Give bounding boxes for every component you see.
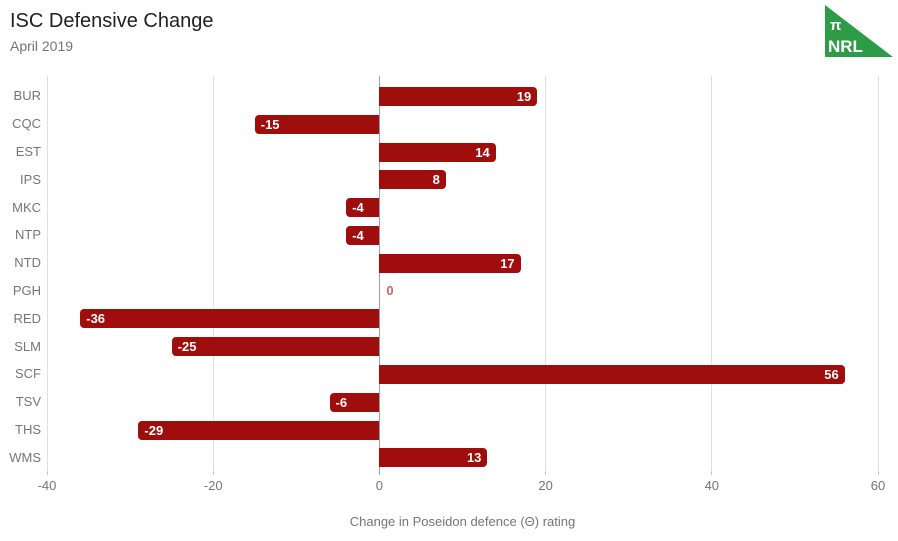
category-label-ntd: NTD: [14, 255, 41, 271]
category-label-scf: SCF: [15, 366, 41, 382]
bar-ntp[interactable]: -4: [346, 225, 380, 245]
category-label-ntp: NTP: [15, 227, 41, 243]
axis-tick-mark: [711, 471, 713, 475]
bar-value-label: -6: [335, 394, 348, 410]
x-axis-title: Change in Poseidon defence (Θ) rating: [349, 514, 576, 529]
bar-slm[interactable]: -25: [171, 337, 380, 357]
bar-cqc[interactable]: -15: [254, 114, 380, 134]
bar-tsv[interactable]: -6: [329, 392, 380, 412]
axis-tick-mark: [46, 471, 48, 475]
bar-red[interactable]: -36: [80, 309, 380, 329]
category-label-est: EST: [15, 144, 41, 159]
logo-triangle: [825, 5, 893, 57]
x-tick-label: 0: [375, 478, 383, 493]
bar-ths[interactable]: -29: [138, 420, 380, 440]
logo-pi-text: π: [830, 17, 842, 34]
category-label-cqc: CQC: [12, 116, 41, 132]
bar-value-label: -4: [352, 200, 364, 216]
x-tick-label: -40: [37, 478, 57, 493]
bar-ips[interactable]: 8: [379, 170, 446, 190]
bar-value-label: -15: [260, 116, 280, 132]
bar-value-label: -29: [144, 422, 164, 438]
axis-tick-mark: [212, 471, 214, 475]
category-label-slm: SLM: [14, 338, 41, 354]
bar-est[interactable]: 14: [379, 142, 496, 162]
x-tick-label: 20: [538, 478, 553, 493]
bar-scf[interactable]: 56: [379, 364, 845, 384]
logo-nrl-text: NRL: [828, 37, 863, 56]
bar-wms[interactable]: 13: [379, 448, 488, 468]
gridline: [545, 76, 547, 471]
bar-value-label-pgh: 0: [386, 283, 394, 298]
bar-ntd[interactable]: 17: [379, 253, 521, 273]
category-label-tsv: TSV: [15, 394, 41, 410]
bar-value-label: 13: [466, 450, 482, 466]
gridline: [212, 76, 214, 471]
category-label-ths: THS: [15, 422, 41, 437]
zero-axis-line: [378, 76, 380, 475]
nrl-logo: π NRL: [825, 5, 893, 57]
x-tick-label: -20: [203, 478, 223, 493]
bar-value-label: -25: [177, 339, 197, 355]
bar-value-label: 8: [432, 172, 440, 188]
bar-value-label: 56: [824, 366, 839, 382]
category-label-wms: WMS: [9, 449, 41, 465]
bar-chart: -40 -20 0 20 40 60 BUR 19 CQC -15 EST 14 IPS 8 MKC -4 NT…: [9, 76, 885, 493]
bar-mkc[interactable]: -4: [346, 198, 380, 218]
axis-tick-mark: [877, 471, 879, 475]
x-tick-label: 60: [870, 478, 886, 493]
category-label-pgh: PGH: [12, 283, 41, 298]
gridline: [877, 76, 879, 471]
bar-value-label: -4: [352, 227, 364, 243]
gridline: [46, 76, 48, 471]
bar-value-label: 19: [516, 88, 532, 104]
category-label-mkc: MKC: [12, 199, 41, 215]
x-tick-label: 40: [704, 478, 720, 493]
axis-tick-mark: [545, 471, 547, 475]
bar-value-label: 14: [475, 144, 490, 160]
bar-bur[interactable]: 19: [379, 86, 538, 106]
category-label-red: RED: [13, 310, 41, 326]
chart-subtitle: April 2019: [10, 38, 74, 54]
bar-value-label: -36: [86, 311, 106, 327]
bar-value-label: 17: [500, 255, 515, 271]
chart-title: ISC Defensive Change: [10, 10, 214, 32]
gridline: [711, 76, 713, 471]
category-label-ips: IPS: [20, 171, 41, 187]
category-label-bur: BUR: [13, 88, 41, 104]
